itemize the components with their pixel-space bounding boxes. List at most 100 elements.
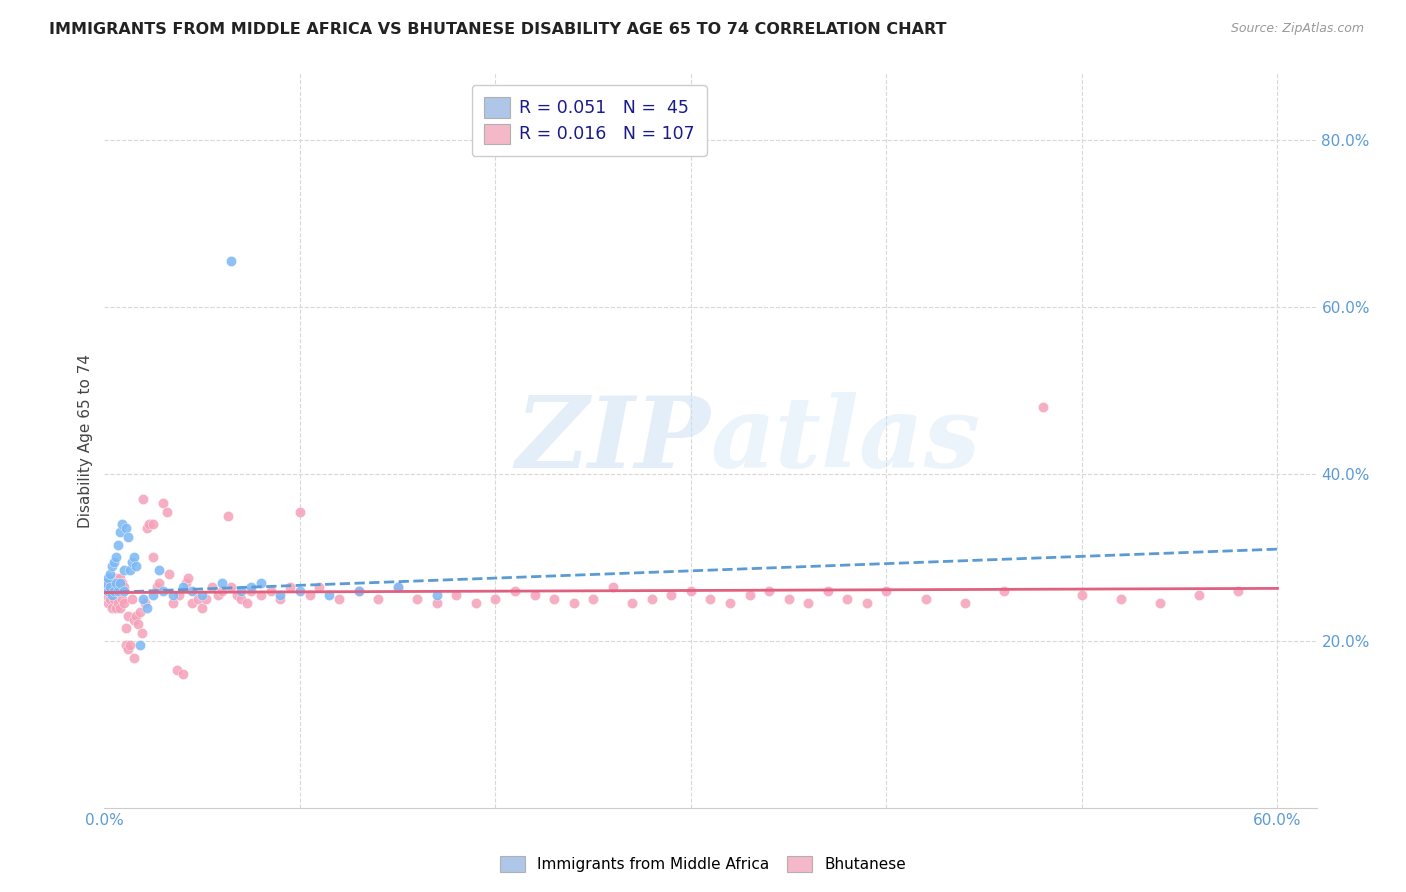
Point [107, 596, 129, 610]
Point [1227, 583, 1250, 598]
Legend: R = 0.051   N =  45, R = 0.016   N = 107: R = 0.051 N = 45, R = 0.016 N = 107 [472, 86, 707, 156]
Point [103, 555, 125, 569]
Point [226, 588, 249, 602]
Point [464, 596, 486, 610]
Point [1032, 400, 1054, 414]
Point [523, 588, 546, 602]
Point [142, 550, 165, 565]
Point [856, 596, 879, 610]
Point [98, 575, 121, 590]
Point [156, 504, 179, 518]
Point [446, 588, 468, 602]
Point [97, 571, 120, 585]
Point [101, 600, 124, 615]
Point [191, 600, 214, 615]
Point [162, 596, 184, 610]
Point [240, 580, 263, 594]
Point [269, 588, 291, 602]
Point [105, 600, 128, 615]
Point [107, 583, 129, 598]
Point [426, 596, 449, 610]
Point [172, 580, 194, 594]
Point [121, 592, 143, 607]
Point [103, 580, 125, 594]
Point [177, 571, 200, 585]
Point [108, 600, 131, 615]
Point [503, 583, 526, 598]
Point [318, 588, 340, 602]
Point [124, 609, 146, 624]
Point [136, 521, 159, 535]
Point [817, 583, 839, 598]
Point [288, 504, 311, 518]
Point [231, 583, 253, 598]
Point [112, 580, 135, 594]
Point [201, 580, 224, 594]
Point [221, 254, 243, 268]
Point [837, 592, 859, 607]
Text: Source: ZipAtlas.com: Source: ZipAtlas.com [1230, 22, 1364, 36]
Text: atlas: atlas [710, 392, 980, 489]
Point [111, 517, 134, 532]
Point [699, 592, 721, 607]
Point [122, 613, 145, 627]
Point [176, 575, 198, 590]
Point [191, 588, 214, 602]
Point [221, 580, 243, 594]
Point [914, 592, 936, 607]
Point [105, 575, 128, 590]
Point [328, 592, 350, 607]
Point [259, 583, 281, 598]
Point [211, 575, 233, 590]
Point [118, 638, 141, 652]
Point [97, 583, 120, 598]
Point [108, 575, 131, 590]
Point [142, 588, 165, 602]
Text: IMMIGRANTS FROM MIDDLE AFRICA VS BHUTANESE DISABILITY AGE 65 TO 74 CORRELATION C: IMMIGRANTS FROM MIDDLE AFRICA VS BHUTANE… [49, 22, 946, 37]
Point [97, 580, 120, 594]
Legend: Immigrants from Middle Africa, Bhutanese: Immigrants from Middle Africa, Bhutanese [492, 848, 914, 880]
Point [1188, 588, 1211, 602]
Point [96, 575, 118, 590]
Point [993, 583, 1015, 598]
Point [778, 592, 800, 607]
Point [112, 596, 135, 610]
Point [236, 596, 259, 610]
Point [103, 583, 125, 598]
Point [387, 580, 409, 594]
Point [195, 592, 218, 607]
Point [269, 592, 291, 607]
Point [101, 588, 124, 602]
Point [181, 583, 204, 598]
Point [621, 596, 644, 610]
Point [132, 491, 155, 506]
Point [249, 575, 271, 590]
Point [172, 667, 194, 681]
Point [406, 592, 429, 607]
Point [1071, 588, 1094, 602]
Y-axis label: Disability Age 65 to 74: Disability Age 65 to 74 [79, 353, 93, 527]
Point [240, 583, 263, 598]
Point [122, 550, 145, 565]
Point [115, 521, 138, 535]
Point [118, 563, 141, 577]
Point [108, 525, 131, 540]
Point [249, 588, 271, 602]
Point [128, 638, 150, 652]
Point [142, 517, 165, 532]
Point [105, 571, 128, 585]
Point [107, 575, 129, 590]
Point [167, 588, 190, 602]
Point [127, 617, 149, 632]
Point [152, 496, 174, 510]
Point [96, 588, 118, 602]
Point [108, 571, 131, 585]
Point [111, 575, 134, 590]
Point [128, 605, 150, 619]
Point [217, 508, 239, 523]
Point [134, 596, 156, 610]
Point [641, 592, 664, 607]
Point [117, 530, 139, 544]
Point [367, 592, 389, 607]
Point [96, 575, 118, 590]
